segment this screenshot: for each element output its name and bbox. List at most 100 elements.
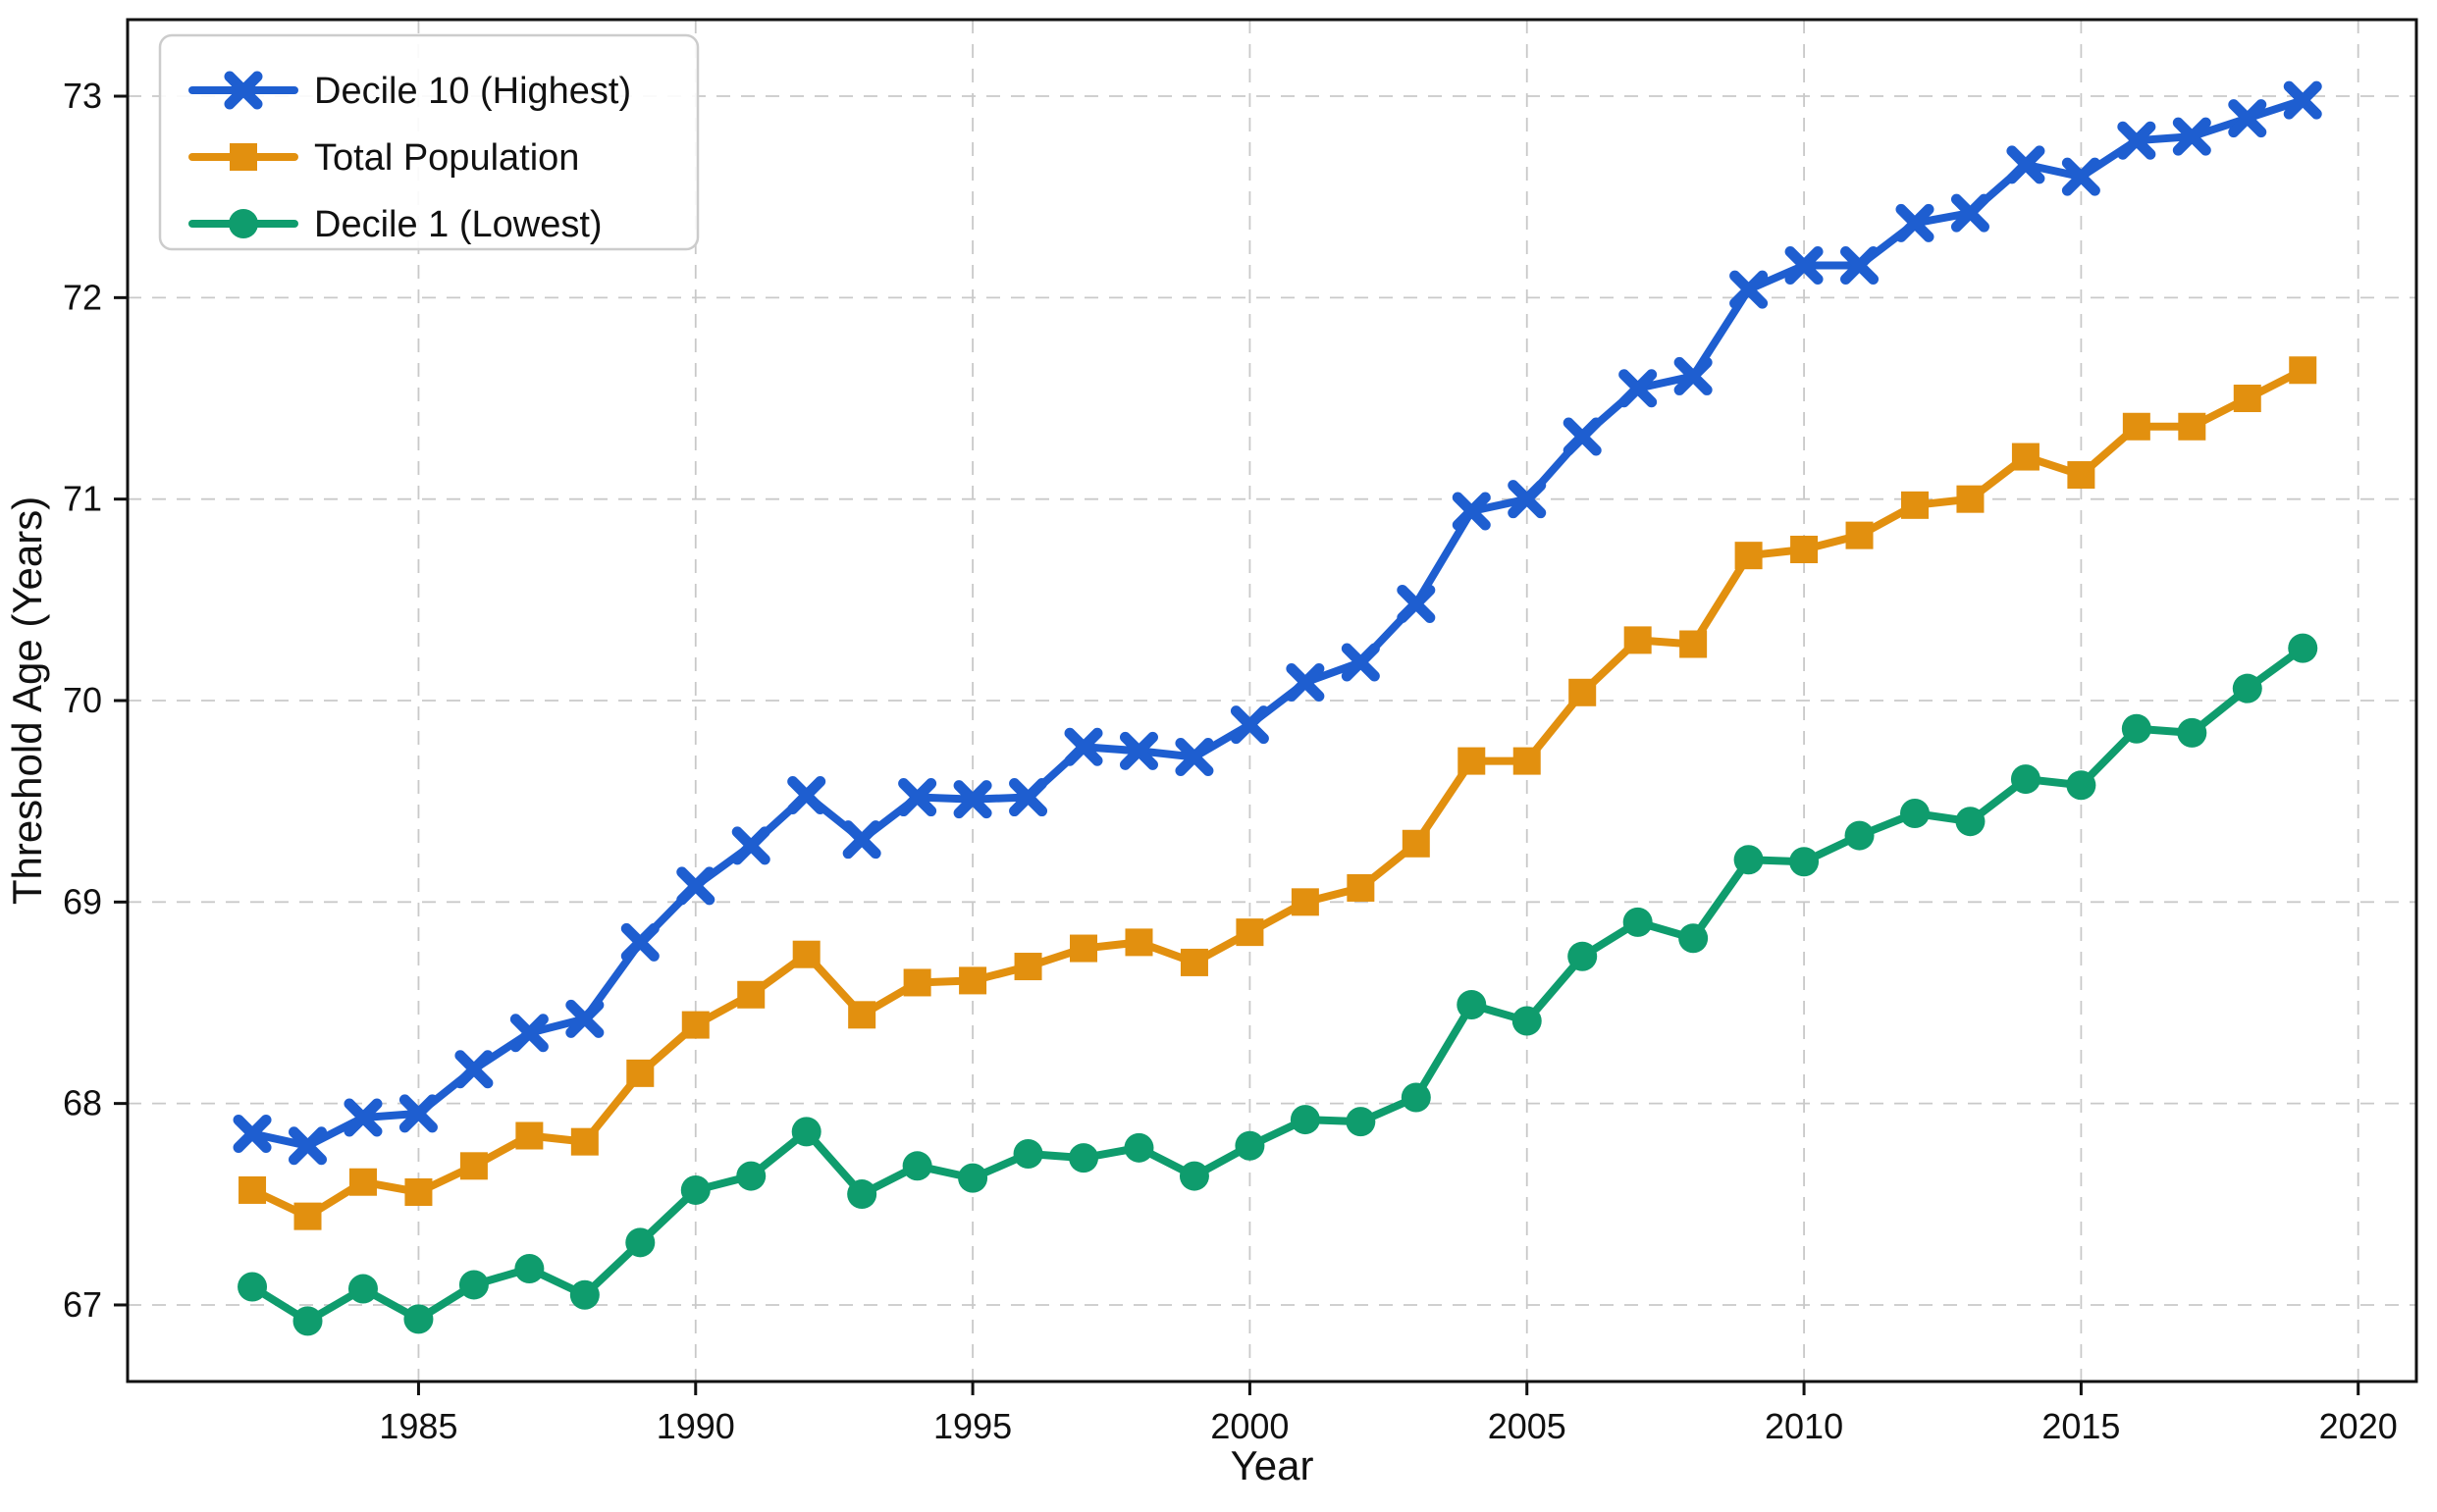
data-point-marker (1236, 918, 1264, 947)
y-tick-label: 73 (63, 76, 102, 116)
data-point-marker (289, 1126, 328, 1166)
data-point-marker (2288, 633, 2318, 663)
data-point-marker (1064, 727, 1103, 766)
data-point-marker (1291, 888, 1319, 916)
data-point-marker (1014, 953, 1042, 981)
data-point-marker (1452, 492, 1491, 531)
data-point-marker (1845, 521, 1874, 549)
data-point-marker (731, 826, 770, 865)
y-tick-label: 70 (63, 680, 102, 720)
data-point-marker (1347, 873, 1375, 902)
data-point-marker (1734, 542, 1763, 570)
data-point-marker (1512, 747, 1541, 775)
data-point-marker (1618, 369, 1658, 408)
data-point-marker (2233, 385, 2261, 413)
legend-item-2: Total Population (188, 137, 579, 179)
data-point-marker (1180, 948, 1208, 976)
data-point-marker (1402, 829, 1430, 858)
legend-item-3: Decile 1 (Lowest) (188, 204, 603, 245)
data-point-marker (454, 1050, 494, 1089)
legend-label: Decile 1 (Lowest) (314, 204, 603, 245)
data-point-marker (2283, 80, 2322, 120)
x-tick-label: 2005 (1488, 1406, 1566, 1446)
data-point-marker (1175, 737, 1214, 776)
data-point-marker (1789, 847, 1820, 877)
data-point-marker (1623, 626, 1652, 654)
data-point-marker (293, 1202, 322, 1230)
series-decile-1-lowest (238, 633, 2318, 1336)
y-tick-label: 69 (63, 881, 102, 921)
x-tick-label: 2010 (1765, 1406, 1843, 1446)
data-point-marker (459, 1152, 488, 1180)
data-point-marker (1679, 630, 1708, 658)
data-point-marker (2121, 713, 2151, 744)
data-point-marker (292, 1306, 323, 1336)
grid-layer (128, 20, 2416, 1382)
data-point-marker (1230, 705, 1269, 745)
legend-sample-marker (224, 71, 263, 110)
data-point-marker (1346, 1107, 1376, 1137)
data-point-marker (404, 1177, 433, 1206)
data-point-marker (2010, 764, 2040, 795)
data-point-marker (1899, 798, 1930, 828)
series-total-population (238, 356, 2317, 1230)
data-point-marker (1950, 193, 1989, 233)
data-point-marker (2117, 121, 2156, 160)
data-point-marker (1508, 480, 1547, 519)
data-point-marker (233, 1114, 272, 1153)
data-point-marker (1840, 245, 1880, 285)
data-point-marker (1290, 1105, 1320, 1135)
legend-box-group: Decile 10 (Highest) Total Population Decil… (158, 33, 700, 251)
data-point-marker (2172, 117, 2211, 156)
y-tick-label: 72 (63, 277, 102, 317)
data-point-marker (953, 780, 992, 819)
data-point-marker (626, 1059, 655, 1087)
legend-item-1: Decile 10 (Highest) (188, 71, 631, 112)
data-point-marker (458, 1270, 489, 1300)
y-tick-label: 67 (63, 1284, 102, 1325)
legend: Decile 10 (Highest) Total Population Decil… (158, 33, 700, 251)
data-point-marker (1179, 1161, 1209, 1191)
x-axis-label: Year (1231, 1442, 1314, 1488)
data-point-marker (565, 999, 605, 1038)
data-point-marker (238, 1272, 268, 1302)
series-line-total-population (248, 366, 2307, 1221)
data-point-marker (1341, 643, 1380, 682)
data-point-marker (347, 1274, 378, 1304)
data-point-marker (1124, 1132, 1154, 1163)
y-tick-label: 71 (63, 479, 102, 519)
data-point-marker (1119, 731, 1158, 770)
legend-sample-marker (230, 143, 257, 171)
data-point-marker (344, 1098, 383, 1137)
data-point-marker (1397, 584, 1436, 623)
data-point-marker (2061, 157, 2100, 196)
data-point-marker (1563, 417, 1602, 456)
tick-layer: 1985 1990 1995 2000 2005 2010 2015 2020 67 68 69 70… (63, 76, 2398, 1446)
data-point-marker (1125, 928, 1153, 957)
data-point-marker (625, 1227, 656, 1258)
x-tick-label: 1990 (657, 1406, 735, 1446)
data-point-marker (570, 1127, 599, 1156)
y-tick-label: 68 (63, 1083, 102, 1123)
data-point-marker (1733, 845, 1764, 875)
data-point-marker (2177, 717, 2207, 748)
data-point-marker (848, 1001, 876, 1029)
data-point-marker (1844, 820, 1875, 851)
data-point-marker (1673, 356, 1713, 395)
data-point-marker (1013, 1138, 1043, 1169)
data-point-marker (676, 866, 715, 906)
data-point-marker (1568, 678, 1597, 706)
series-decile-10-highest (233, 80, 2322, 1166)
data-point-marker (1790, 536, 1819, 564)
data-point-marker (1286, 663, 1325, 703)
data-point-marker (1729, 270, 1769, 309)
series-line-decile-1-lowest (248, 644, 2307, 1326)
x-tick-label: 2015 (2041, 1406, 2120, 1446)
data-point-marker (1895, 203, 1934, 242)
data-point-marker (1235, 1130, 1265, 1161)
legend-sample-marker (229, 209, 258, 238)
data-point-marker (1678, 923, 1709, 954)
series-line-decile-10-highest (248, 96, 2307, 1150)
data-point-marker (515, 1121, 544, 1150)
